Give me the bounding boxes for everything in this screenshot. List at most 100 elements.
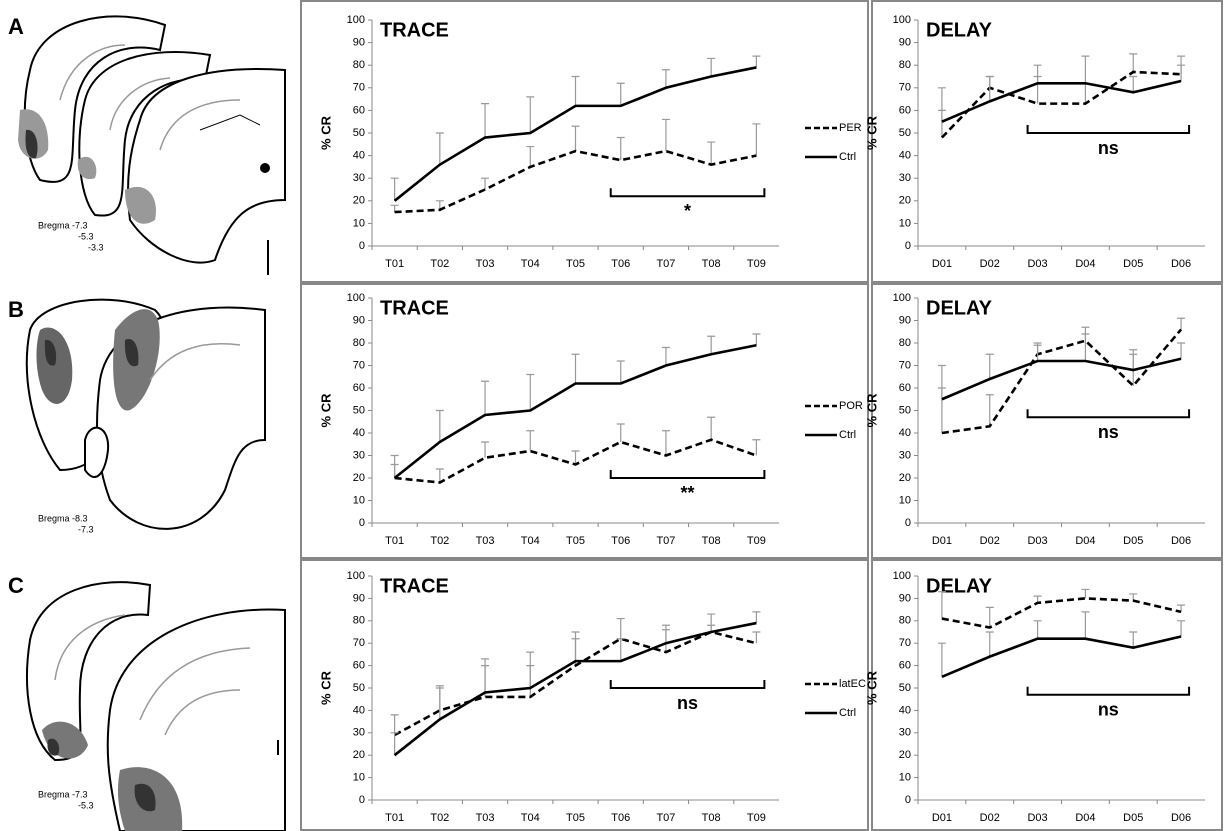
- y-tick-label: 80: [899, 337, 911, 349]
- y-tick-label: 80: [353, 59, 365, 71]
- y-tick-label: 20: [353, 749, 365, 761]
- y-tick-label: 100: [347, 14, 365, 26]
- y-tick-label: 20: [899, 749, 911, 761]
- y-tick-label: 80: [899, 615, 911, 627]
- x-tick-label: T05: [566, 812, 585, 824]
- legend-label: Ctrl: [839, 429, 856, 441]
- bregma-label: -5.3: [78, 800, 94, 810]
- legend-label: Ctrl: [839, 151, 856, 163]
- legend-label: POR: [839, 400, 863, 412]
- x-tick-label: T07: [656, 535, 675, 547]
- y-tick-label: 10: [353, 772, 365, 784]
- y-tick-label: 60: [899, 382, 911, 394]
- x-tick-label: T04: [521, 258, 540, 270]
- panel-letter: A: [8, 14, 24, 39]
- chart-title: DELAY: [926, 297, 993, 319]
- y-tick-label: 0: [359, 517, 365, 529]
- significance-label: **: [681, 483, 695, 503]
- y-tick-label: 90: [353, 37, 365, 49]
- panel-letter: B: [8, 297, 24, 322]
- y-tick-label: 40: [353, 150, 365, 162]
- x-tick-label: T03: [476, 812, 495, 824]
- y-tick-label: 30: [353, 449, 365, 461]
- y-tick-label: 50: [353, 404, 365, 416]
- bregma-label: -3.3: [88, 242, 104, 252]
- y-axis-label: % CR: [864, 393, 879, 428]
- y-tick-label: 30: [899, 727, 911, 739]
- bregma-label: Bregma -8.3: [38, 513, 88, 523]
- y-tick-label: 60: [353, 382, 365, 394]
- y-axis-label: % CR: [864, 115, 879, 150]
- y-tick-label: 20: [899, 195, 911, 207]
- x-tick-label: D06: [1171, 535, 1191, 547]
- y-tick-label: 70: [353, 637, 365, 649]
- x-tick-label: D02: [980, 812, 1000, 824]
- y-tick-label: 60: [899, 104, 911, 116]
- x-tick-label: D02: [980, 535, 1000, 547]
- y-tick-label: 20: [353, 195, 365, 207]
- y-tick-label: 80: [353, 337, 365, 349]
- x-tick-label: D02: [980, 258, 1000, 270]
- bregma-label: -7.3: [78, 524, 94, 534]
- significance-label: *: [684, 201, 691, 221]
- chart-title: TRACE: [380, 575, 449, 597]
- y-tick-label: 0: [359, 794, 365, 806]
- x-tick-label: T03: [476, 258, 495, 270]
- y-tick-label: 70: [353, 82, 365, 94]
- y-tick-label: 40: [899, 704, 911, 716]
- y-tick-label: 50: [899, 404, 911, 416]
- x-tick-label: T05: [566, 258, 585, 270]
- y-tick-label: 30: [353, 727, 365, 739]
- y-tick-label: 60: [353, 660, 365, 672]
- x-tick-label: D06: [1171, 812, 1191, 824]
- significance-label: ns: [1098, 422, 1119, 442]
- chart-title: DELAY: [926, 19, 993, 41]
- chart-title: TRACE: [380, 19, 449, 41]
- x-tick-label: T01: [385, 258, 404, 270]
- x-tick-label: D01: [932, 535, 952, 547]
- bregma-label: Bregma -7.3: [38, 789, 88, 799]
- y-tick-label: 90: [899, 314, 911, 326]
- panel-letter: C: [8, 573, 24, 598]
- y-tick-label: 10: [899, 217, 911, 229]
- y-tick-label: 90: [353, 314, 365, 326]
- y-tick-label: 20: [353, 472, 365, 484]
- y-axis-label: % CR: [318, 115, 333, 150]
- y-tick-label: 70: [899, 359, 911, 371]
- y-tick-label: 70: [899, 637, 911, 649]
- y-tick-label: 40: [353, 704, 365, 716]
- bregma-label: -5.3: [78, 231, 94, 241]
- y-tick-label: 20: [899, 472, 911, 484]
- y-tick-label: 90: [353, 592, 365, 604]
- y-tick-label: 0: [905, 517, 911, 529]
- x-tick-label: D05: [1123, 812, 1143, 824]
- x-tick-label: T02: [430, 535, 449, 547]
- y-tick-label: 10: [899, 494, 911, 506]
- x-tick-label: D01: [932, 812, 952, 824]
- y-tick-label: 70: [899, 82, 911, 94]
- x-tick-label: T01: [385, 535, 404, 547]
- y-tick-label: 60: [899, 660, 911, 672]
- y-axis-label: % CR: [318, 670, 333, 705]
- y-tick-label: 50: [353, 682, 365, 694]
- x-tick-label: T06: [611, 812, 630, 824]
- chart-title: DELAY: [926, 575, 993, 597]
- y-axis-label: % CR: [318, 393, 333, 428]
- x-tick-label: T04: [521, 535, 540, 547]
- y-tick-label: 100: [347, 292, 365, 304]
- x-tick-label: D06: [1171, 258, 1191, 270]
- y-tick-label: 70: [353, 359, 365, 371]
- y-tick-label: 80: [899, 59, 911, 71]
- y-tick-label: 0: [359, 240, 365, 252]
- x-tick-label: D04: [1075, 258, 1095, 270]
- significance-label: ns: [1098, 699, 1119, 719]
- x-tick-label: D04: [1075, 535, 1095, 547]
- y-tick-label: 50: [899, 682, 911, 694]
- y-tick-label: 30: [899, 172, 911, 184]
- x-tick-label: D04: [1075, 812, 1095, 824]
- chart-title: TRACE: [380, 297, 449, 319]
- y-tick-label: 100: [347, 570, 365, 582]
- x-tick-label: T09: [747, 812, 766, 824]
- y-tick-label: 90: [899, 592, 911, 604]
- x-tick-label: T04: [521, 812, 540, 824]
